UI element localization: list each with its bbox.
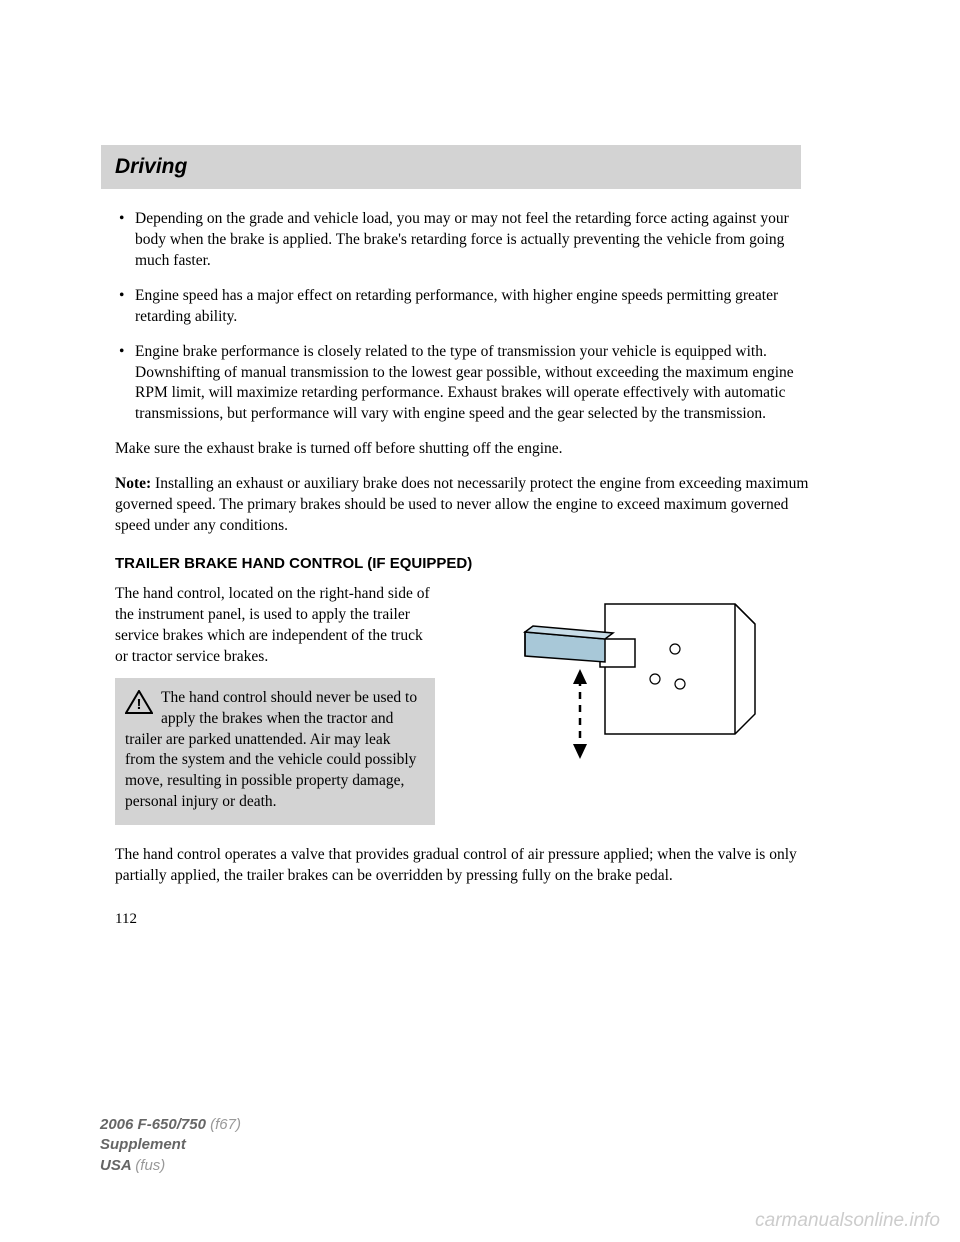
footer-supplement: Supplement [100, 1135, 241, 1155]
bullet-item: • Engine speed has a major effect on ret… [115, 286, 815, 328]
bullet-item: • Engine brake performance is closely re… [115, 342, 815, 426]
warning-text: The hand control should never be used to… [125, 689, 417, 811]
warning-icon: ! [125, 690, 153, 721]
bullet-text: Engine brake performance is closely rela… [135, 342, 815, 426]
bullet-text: Depending on the grade and vehicle load,… [135, 209, 815, 272]
hand-control-paragraph: The hand control, located on the right-h… [115, 584, 435, 668]
subsection-title: TRAILER BRAKE HAND CONTROL (IF EQUIPPED) [115, 555, 815, 572]
bullet-marker: • [115, 209, 135, 272]
svg-text:!: ! [137, 696, 142, 713]
footer-model-code: (f67) [210, 1116, 241, 1133]
footer-region-code: (fus) [135, 1157, 165, 1174]
note-label: Note: [115, 475, 151, 492]
section-header: Driving [101, 145, 801, 189]
note-paragraph: Note: Installing an exhaust or auxiliary… [115, 474, 815, 537]
section-title: Driving [115, 155, 187, 178]
body-paragraph: Make sure the exhaust brake is turned of… [115, 439, 815, 460]
footer-region: USA [100, 1157, 131, 1174]
watermark: carmanualsonline.info [755, 1210, 940, 1232]
bullet-marker: • [115, 342, 135, 426]
page-number: 112 [115, 911, 815, 928]
hand-control-diagram [455, 584, 815, 825]
body-paragraph: The hand control operates a valve that p… [115, 845, 815, 887]
bullet-text: Engine speed has a major effect on retar… [135, 286, 815, 328]
bullet-item: • Depending on the grade and vehicle loa… [115, 209, 815, 272]
footer: 2006 F-650/750 (f67) Supplement USA (fus… [100, 1115, 241, 1176]
bullet-marker: • [115, 286, 135, 328]
warning-box: ! The hand control should never be used … [115, 678, 435, 826]
footer-model: 2006 F-650/750 [100, 1116, 206, 1133]
note-text: Installing an exhaust or auxiliary brake… [115, 475, 808, 534]
